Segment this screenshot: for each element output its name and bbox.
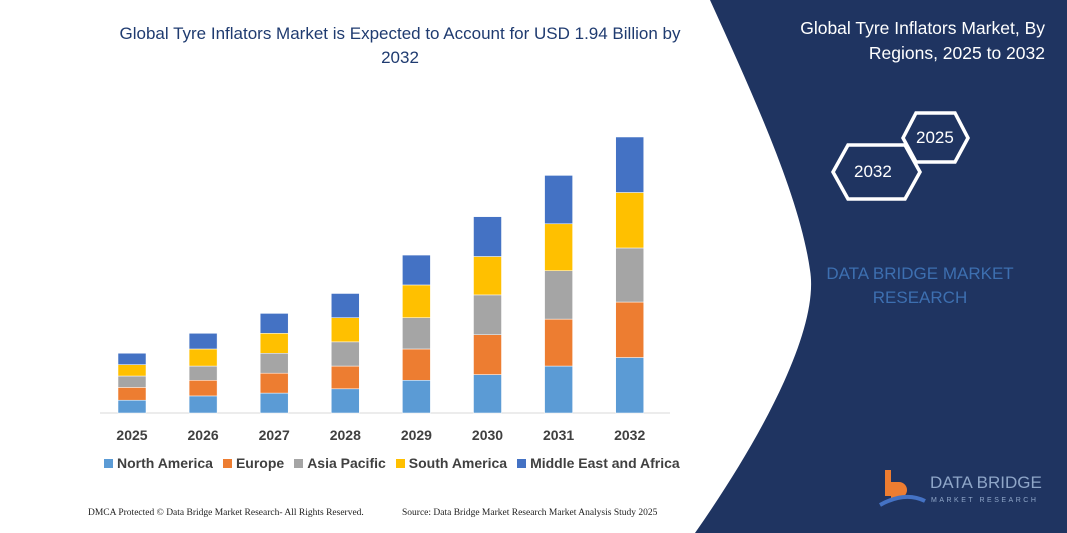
bar-segment-2026-europe	[188, 380, 218, 397]
brand-text: DATA BRIDGE MARKET RESEARCH	[800, 262, 1040, 310]
bar-segment-2029-middle-east-and-africa	[402, 254, 431, 286]
legend-swatch	[222, 458, 232, 468]
bar-segment-2026-asia-pacific	[188, 365, 218, 381]
legend-swatch	[104, 458, 113, 468]
logo-icon	[879, 470, 926, 507]
bar-segment-2030-north-america	[473, 374, 502, 414]
x-tick-labels: 2025 2026 2027 2028 2029 2030 2031 2032	[116, 427, 645, 443]
legend-label: North America	[117, 455, 213, 471]
legend-swatch	[294, 458, 304, 468]
bar-segment-2028-north-america	[331, 388, 360, 414]
bar-segment-2031-north-america	[544, 365, 573, 414]
bar-segment-2030-asia-pacific	[473, 294, 502, 336]
x-tick-label: 2025	[116, 427, 147, 443]
chart-legend: North America Europe Asia Pacific South Ame…	[104, 455, 680, 471]
legend-item: Middle East and Africa	[517, 455, 680, 471]
hexagon-2025	[901, 111, 970, 164]
x-tick-label: 2027	[259, 427, 290, 443]
bar-segment-2031-south-america	[544, 223, 573, 271]
bar-segment-2026-south-america	[188, 348, 218, 367]
bar-segment-2025-north-america	[117, 399, 147, 414]
hexagon-2032	[830, 143, 923, 201]
x-tick-label: 2030	[472, 427, 503, 443]
legend-swatch	[517, 458, 527, 468]
x-tick-label: 2026	[188, 427, 219, 443]
hex-label-2025: 2025	[916, 128, 954, 147]
legend-item: North America	[104, 455, 213, 471]
bar-segment-2032-europe	[615, 301, 644, 358]
bar-segment-2025-middle-east-and-africa	[117, 352, 147, 365]
bar-segment-2027-south-america	[259, 333, 289, 354]
panel-title: Global Tyre Inflators Market, By Regions…	[800, 18, 1045, 63]
bar-segment-2029-north-america	[402, 380, 431, 414]
x-tick-label: 2031	[543, 427, 574, 443]
side-panel-shape	[695, 0, 1067, 533]
bar-segment-2029-south-america	[402, 284, 431, 318]
bar-segment-2028-south-america	[331, 317, 360, 343]
bar-segment-2032-north-america	[615, 357, 644, 414]
legend-label: Asia Pacific	[307, 455, 386, 471]
hex-label-2032: 2032	[854, 162, 892, 181]
bar-segment-2032-middle-east-and-africa	[615, 136, 644, 193]
legend-swatch	[395, 458, 405, 468]
logo-subtext: MARKET RESEARCH	[931, 497, 1039, 504]
x-tick-label: 2028	[330, 427, 361, 443]
bar-segment-2030-europe	[473, 334, 502, 375]
x-tick-label: 2029	[401, 427, 432, 443]
brand-line-2: RESEARCH	[872, 288, 968, 307]
bar-segment-2026-middle-east-and-africa	[188, 333, 218, 350]
legend-item: Asia Pacific	[294, 455, 386, 471]
bar-segment-2027-middle-east-and-africa	[259, 313, 289, 334]
chart-bars	[117, 136, 644, 414]
bar-segment-2027-north-america	[259, 392, 289, 414]
bar-segment-2028-asia-pacific	[331, 341, 360, 367]
bar-segment-2030-south-america	[473, 256, 502, 296]
bar-segment-2031-middle-east-and-africa	[544, 175, 573, 225]
x-tick-label: 2032	[614, 427, 645, 443]
bar-segment-2030-middle-east-and-africa	[473, 216, 502, 257]
legend-item: South America	[395, 455, 508, 471]
chart-title: Global Tyre Inflators Market is Expected…	[119, 24, 681, 67]
legend-label: South America	[408, 455, 508, 471]
bar-segment-2025-asia-pacific	[117, 375, 147, 388]
logo-text: DATA BRIDGE	[930, 473, 1042, 492]
bar-segment-2032-south-america	[615, 192, 644, 249]
bar-segment-2029-asia-pacific	[402, 317, 431, 350]
bar-segment-2028-middle-east-and-africa	[331, 293, 360, 318]
bar-segment-2025-europe	[117, 387, 147, 401]
bar-segment-2027-europe	[259, 372, 289, 394]
bar-segment-2032-asia-pacific	[615, 247, 644, 303]
bar-segment-2027-asia-pacific	[259, 352, 289, 374]
bar-segment-2031-asia-pacific	[544, 270, 573, 320]
legend-label: Europe	[235, 455, 285, 471]
bar-segment-2025-south-america	[117, 364, 147, 377]
bar-segment-2031-europe	[544, 318, 573, 367]
brand-line-1: DATA BRIDGE MARKET	[826, 264, 1014, 283]
bar-segment-2026-north-america	[188, 395, 218, 414]
bar-segment-2028-europe	[331, 365, 360, 390]
bar-segment-2029-europe	[402, 348, 431, 381]
footer-source: Source: Data Bridge Market Research Mark…	[402, 508, 658, 518]
legend-label: Middle East and Africa	[530, 455, 680, 471]
legend-item: Europe	[222, 455, 285, 471]
footer-copyright: DMCA Protected © Data Bridge Market Rese…	[88, 508, 364, 518]
